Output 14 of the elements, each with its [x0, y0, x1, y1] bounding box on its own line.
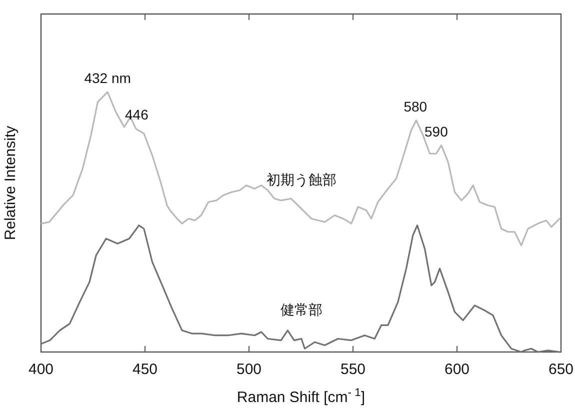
x-tick-label: 600	[444, 361, 470, 378]
annotation: 432 nm	[84, 70, 131, 86]
annotation: 446	[125, 106, 149, 123]
y-axis-title: Relative Intensity	[2, 125, 19, 240]
x-tick-label: 500	[236, 361, 262, 378]
x-axis-title: Raman Shift [cm$^{- 1}$]	[236, 387, 366, 406]
x-tick-label: 650	[548, 361, 574, 378]
annotation: 580	[404, 98, 428, 114]
x-tick-label: 400	[28, 361, 54, 378]
series-label: 健常部	[280, 302, 322, 318]
x-tick-label: 550	[340, 361, 366, 378]
annotation: 590	[424, 123, 448, 140]
x-tick-label: 450	[132, 361, 158, 378]
series-label: 初期う蝕部	[266, 172, 336, 188]
